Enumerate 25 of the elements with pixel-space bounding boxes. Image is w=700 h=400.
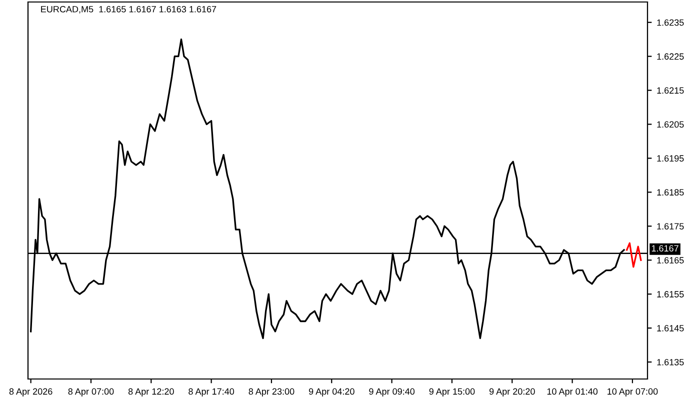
- chart-title: EURCAD,M5 1.6165 1.6167 1.6163 1.6167: [41, 6, 216, 14]
- y-tick-label: 1.6185: [657, 189, 684, 196]
- x-tick-label: 9 Apr 15:00: [429, 388, 475, 396]
- x-tick-label: 8 Apr 17:40: [188, 388, 234, 396]
- x-tick-label: 10 Apr 07:00: [608, 388, 658, 396]
- y-tick-label: 1.6205: [657, 121, 684, 128]
- y-tick-label: 1.6175: [657, 223, 684, 230]
- y-tick-label: 1.6165: [657, 257, 684, 264]
- y-tick-label: 1.6135: [657, 358, 684, 366]
- line-series: [626, 242, 642, 268]
- x-tick-label: 8 Apr 23:00: [248, 388, 294, 396]
- x-tick-label: 8 Apr 2026: [9, 388, 52, 396]
- x-tick-label: 9 Apr 04:20: [308, 388, 354, 396]
- x-tick-label: 10 Apr 01:40: [547, 388, 598, 396]
- y-tick-label: 1.6235: [657, 19, 684, 26]
- y-tick-label: 1.6155: [657, 291, 684, 298]
- y-tick-label: 1.6225: [657, 53, 684, 60]
- y-tick-label: 1.6215: [657, 87, 684, 94]
- y-tick-label: 1.6145: [657, 325, 684, 332]
- y-tick-label: 1.6195: [657, 155, 684, 162]
- x-tick-label: 9 Apr 20:20: [489, 388, 535, 396]
- ref-line-label: 1.6167: [652, 245, 678, 252]
- x-tick-label: 9 Apr 09:40: [369, 388, 415, 396]
- x-tick-label: 8 Apr 07:00: [68, 388, 114, 396]
- x-tick-label: 8 Apr 12:20: [128, 388, 174, 396]
